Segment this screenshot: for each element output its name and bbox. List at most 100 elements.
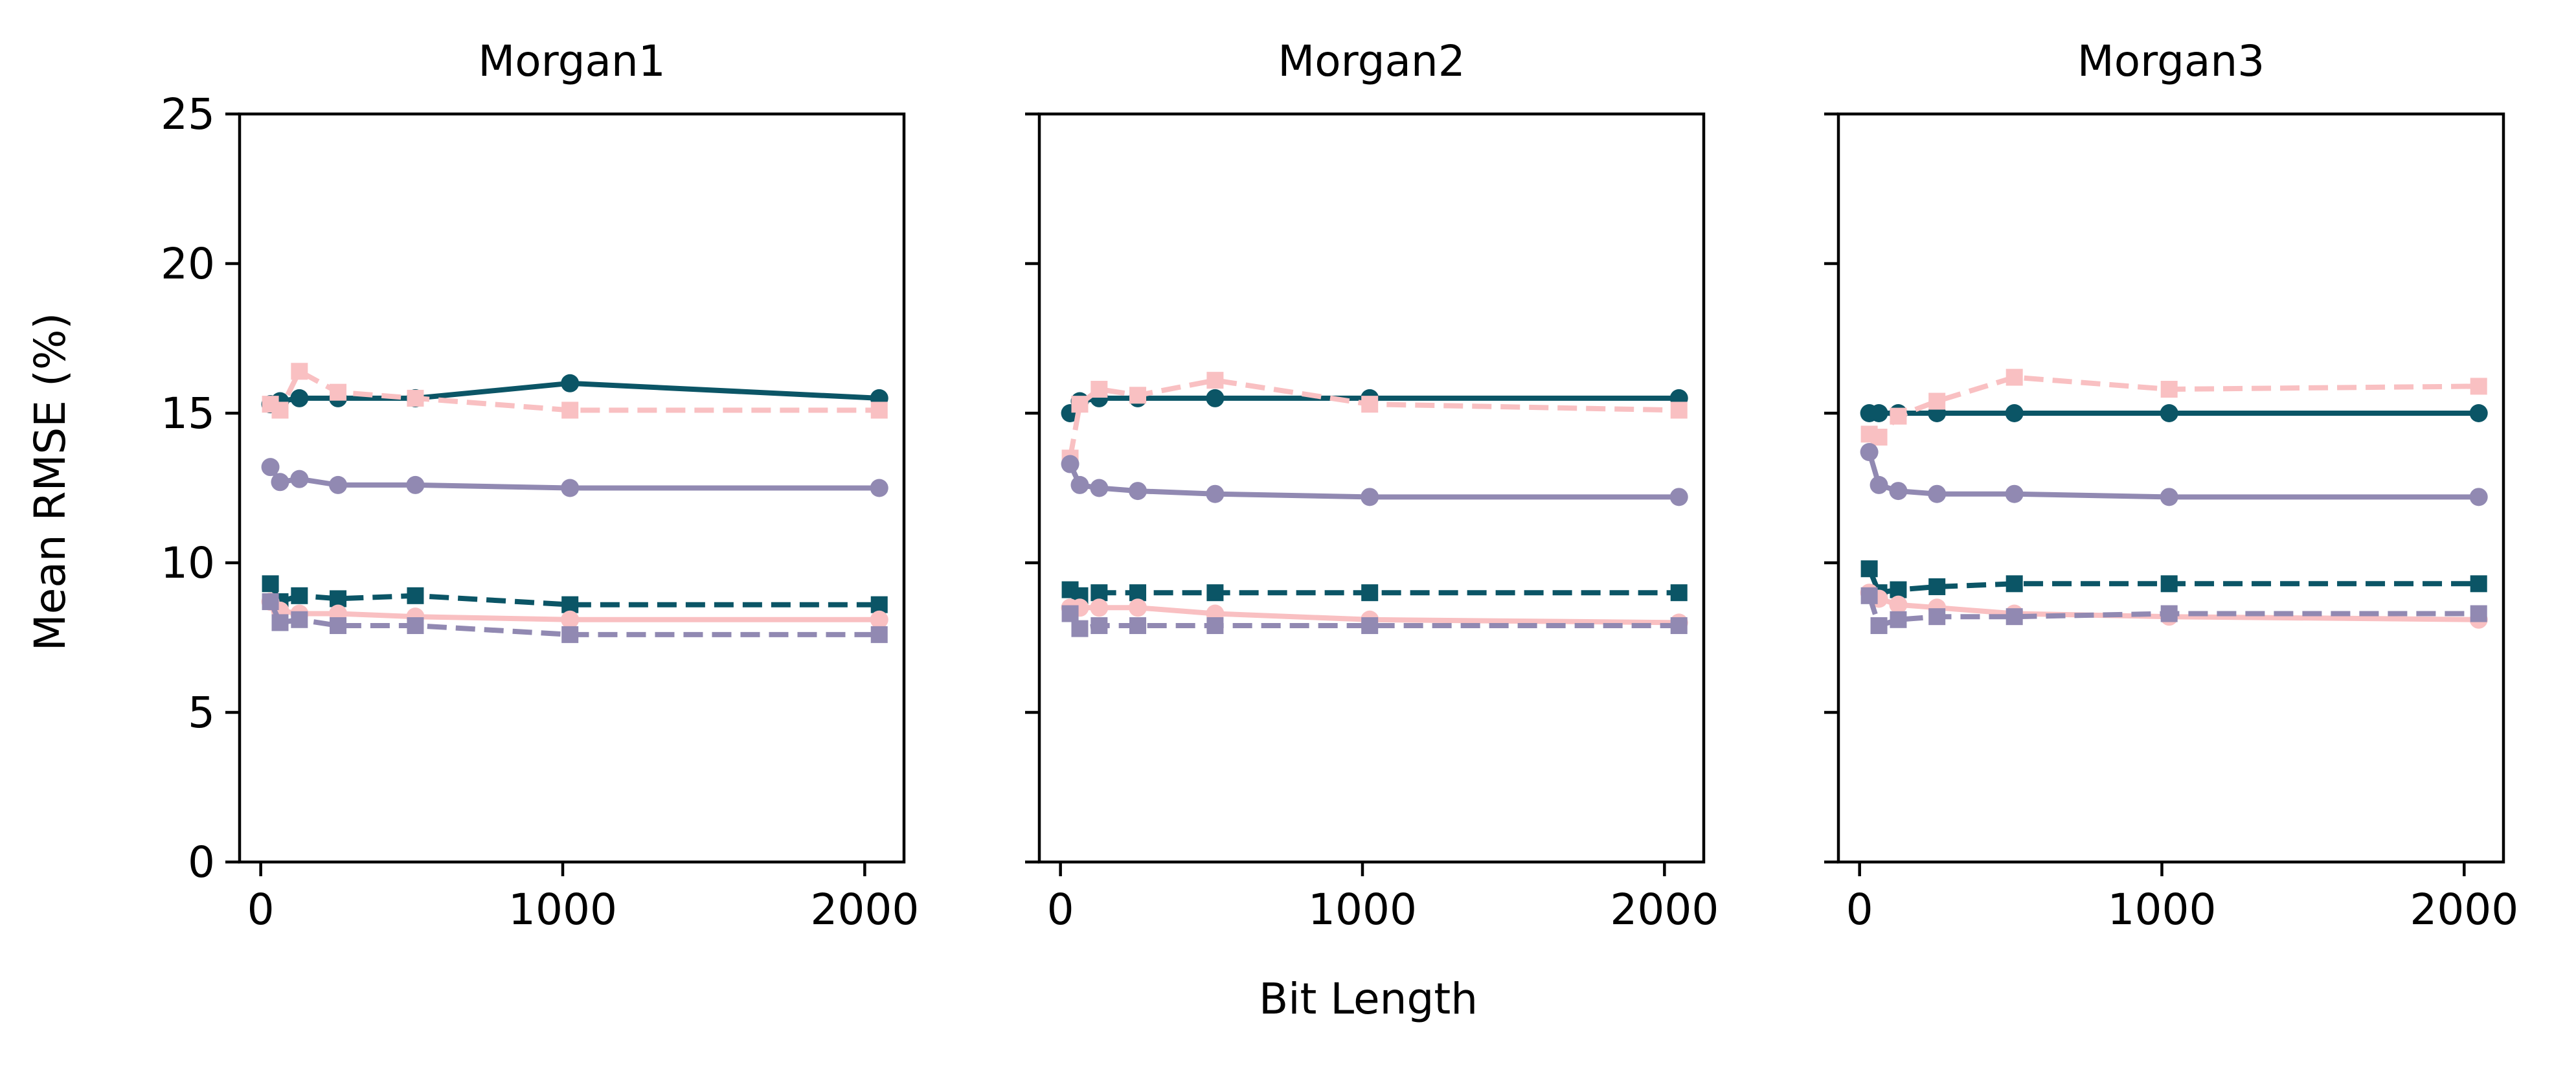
data-point [329, 475, 348, 494]
y-tick-label: 0 [188, 837, 215, 887]
data-point [407, 587, 424, 604]
data-point [2005, 608, 2023, 626]
data-point [261, 458, 280, 477]
data-point [1870, 475, 1888, 494]
data-point [561, 374, 580, 392]
y-tick-label: 25 [161, 89, 215, 139]
data-point [1860, 443, 1879, 462]
data-point [1361, 396, 1379, 413]
data-point [330, 617, 347, 635]
x-tick-label: 0 [1047, 885, 1074, 935]
x-tick-label: 2000 [2410, 885, 2518, 935]
data-point [262, 575, 279, 593]
y-tick-label: 5 [188, 688, 215, 738]
data-point [1870, 404, 1888, 422]
data-point [1090, 598, 1109, 617]
axes-frame [1836, 112, 2505, 864]
y-axis-label: Mean RMSE (%) [25, 313, 75, 651]
data-point [1928, 484, 1947, 503]
data-point [1361, 617, 1379, 635]
x-tick-label: 2000 [1610, 885, 1719, 935]
data-point [1129, 387, 1147, 404]
data-point [330, 383, 347, 401]
data-point [271, 473, 289, 492]
panel-2: Morgan2 0 1000 2000 [1025, 36, 1719, 935]
data-point [2160, 605, 2178, 622]
data-point [291, 587, 308, 604]
axes-frame [1037, 112, 1706, 864]
data-point [291, 363, 308, 380]
data-point [561, 596, 579, 613]
data-point [1071, 396, 1089, 413]
data-point [2470, 605, 2487, 622]
data-point [1870, 617, 1888, 635]
data-point [1870, 428, 1888, 446]
data-point [330, 590, 347, 607]
x-axis-label: Bit Length [1259, 974, 1478, 1024]
y-tick-label: 10 [161, 538, 215, 588]
data-point [1670, 402, 1688, 419]
data-point [870, 479, 888, 497]
data-point [1889, 482, 1908, 501]
data-point [1860, 560, 1878, 578]
x-tick-label: 1000 [1308, 885, 1417, 935]
data-point [1361, 488, 1379, 506]
data-point [2160, 381, 2178, 398]
data-point [870, 610, 888, 629]
data-point [2470, 575, 2487, 593]
data-point [2469, 404, 2488, 422]
data-point [1890, 581, 1907, 598]
data-point [1669, 488, 1688, 506]
data-point [290, 389, 309, 407]
data-point [870, 402, 888, 419]
data-point [561, 626, 579, 643]
data-point [870, 626, 888, 643]
data-point [2470, 378, 2487, 395]
data-point [271, 402, 289, 419]
data-point [561, 610, 580, 629]
x-tick-label: 2000 [810, 885, 919, 935]
data-point [1129, 598, 1147, 617]
data-point [1070, 475, 1089, 494]
data-point [407, 617, 424, 635]
data-point [1928, 392, 1946, 410]
data-point [1090, 479, 1109, 497]
data-point [2469, 488, 2488, 506]
axes-frame [238, 112, 906, 864]
data-point [2005, 575, 2023, 593]
data-point [1061, 455, 1079, 473]
data-point [2005, 369, 2023, 386]
panel-1: Morgan1 0 5 10 15 20 25 0 1000 2000 [161, 36, 919, 935]
panel-title: Morgan2 [1278, 36, 1465, 86]
data-point [2160, 575, 2178, 593]
data-point [561, 479, 580, 497]
data-point [2160, 404, 2178, 422]
data-point [1890, 611, 1907, 628]
data-point [1206, 389, 1225, 407]
data-point [1129, 482, 1147, 501]
panel-title: Morgan1 [478, 36, 665, 86]
panel-title: Morgan3 [2077, 36, 2265, 86]
data-point [1206, 484, 1225, 503]
y-tick-label: 20 [161, 239, 215, 289]
data-point [1860, 587, 1878, 604]
data-point [262, 593, 279, 611]
data-point [2005, 404, 2024, 422]
data-point [1890, 407, 1907, 425]
panel-3: Morgan3 0 1000 2000 [1824, 36, 2518, 935]
x-tick-label: 1000 [508, 885, 617, 935]
data-point [1206, 584, 1224, 602]
data-point [1361, 584, 1379, 602]
data-point [2005, 484, 2024, 503]
data-point [561, 402, 579, 419]
x-tick-label: 0 [247, 885, 275, 935]
data-point [407, 389, 424, 407]
data-point [1090, 381, 1108, 398]
y-tick-label: 15 [161, 389, 215, 438]
data-point [1090, 584, 1108, 602]
data-point [1889, 595, 1908, 614]
data-point [1071, 620, 1089, 637]
data-point [1206, 617, 1224, 635]
